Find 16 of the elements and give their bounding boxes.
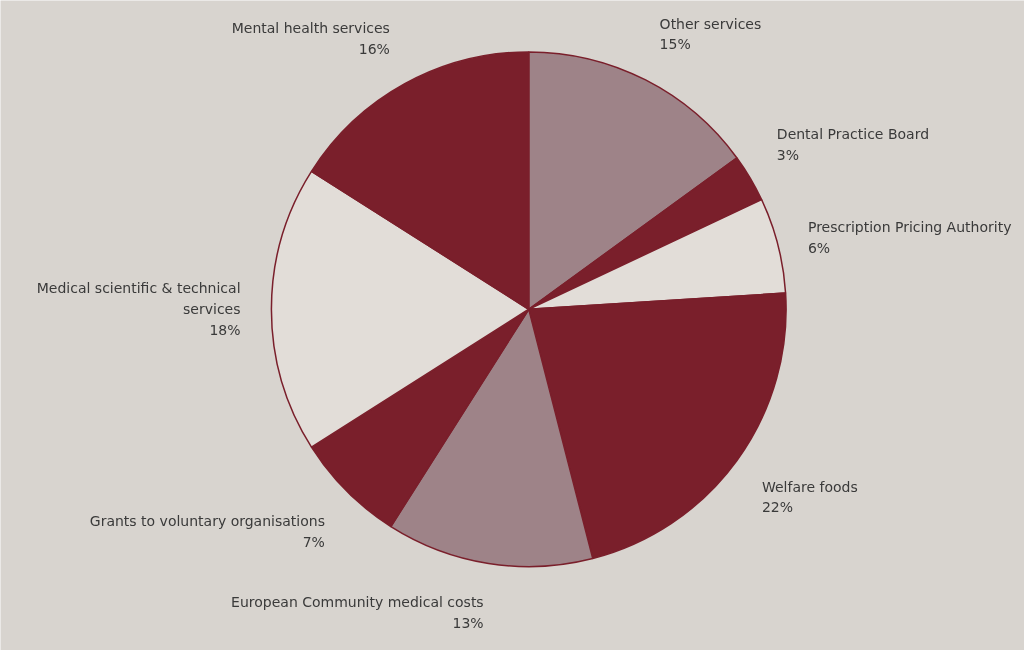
data-label: 7%	[302, 533, 325, 550]
slice-label: Medical scientific & technical services	[36, 280, 241, 318]
slice-label: Other services	[659, 15, 762, 32]
data-label: 22%	[761, 499, 794, 516]
slice-label: Mental health services	[231, 19, 390, 36]
slice-label: European Community medical costs	[231, 593, 484, 610]
data-label: 18%	[209, 322, 241, 339]
slice-label: Prescription Pricing Authority	[807, 219, 1012, 236]
data-label: 13%	[452, 614, 484, 631]
data-label: 16%	[358, 40, 390, 57]
data-label: 6%	[807, 239, 831, 256]
data-label: 15%	[659, 36, 691, 53]
data-label: 3%	[776, 146, 800, 163]
slice-label: Dental Practice Board	[776, 125, 930, 142]
slice-label: Welfare foods	[761, 478, 858, 495]
slice-label: Grants to voluntary organisations	[89, 513, 325, 530]
